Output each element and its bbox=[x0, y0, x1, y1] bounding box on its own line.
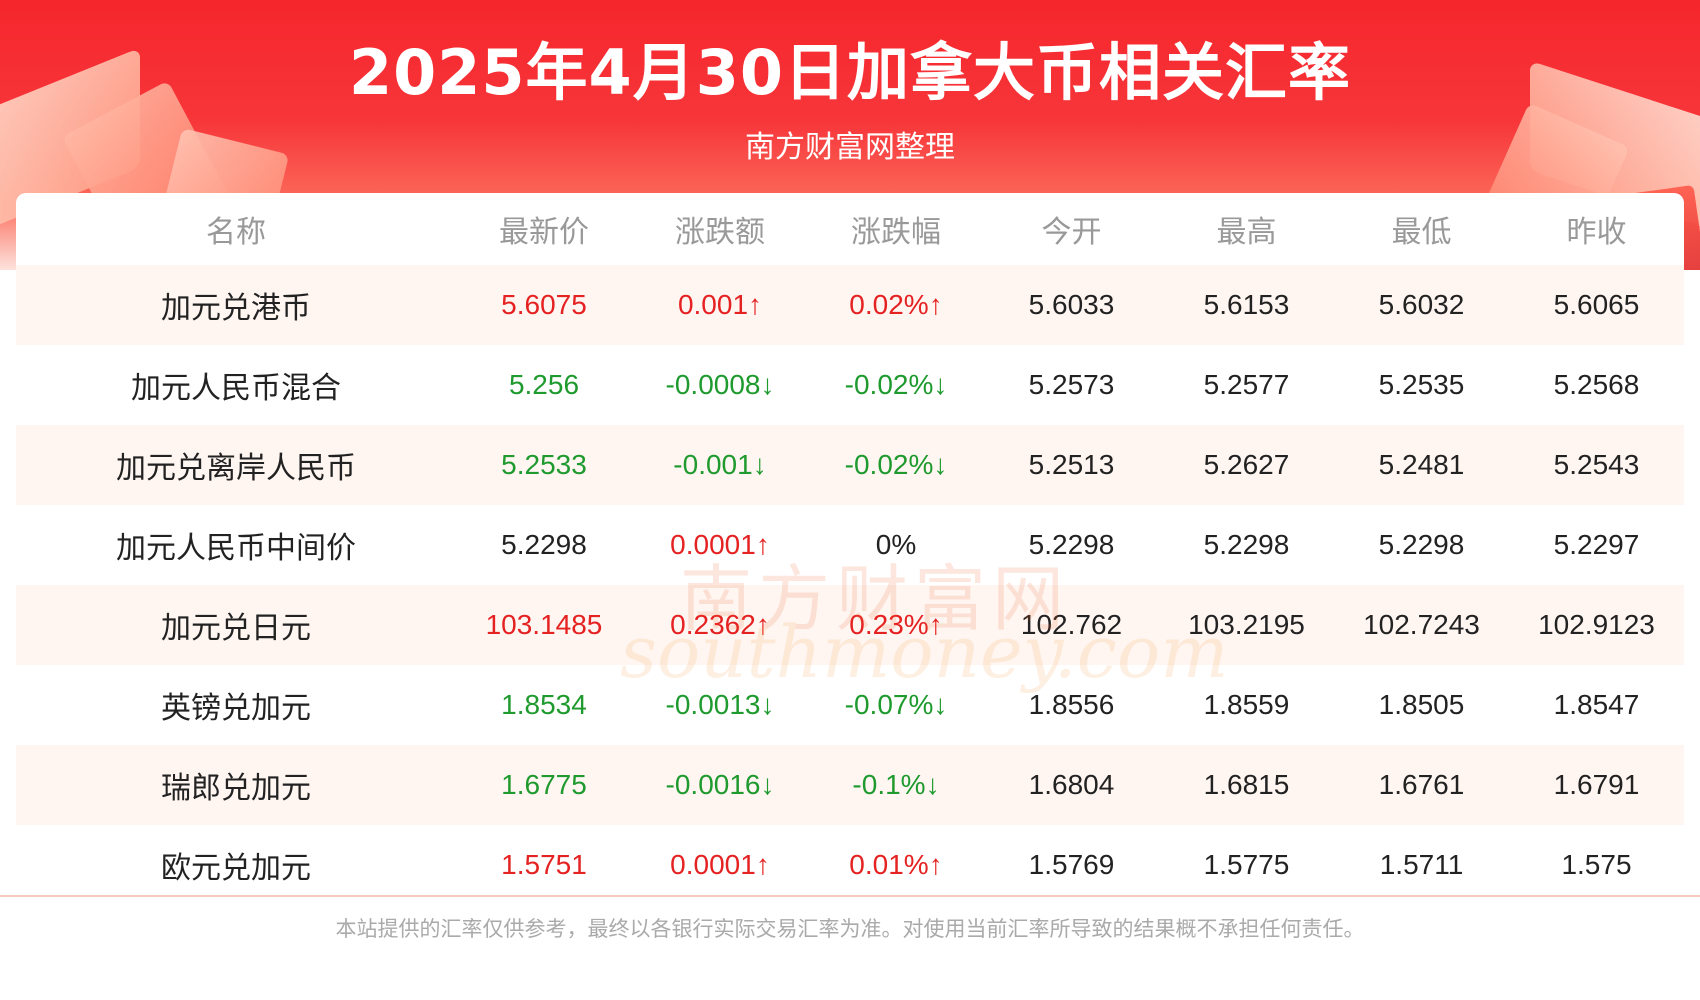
cell-high: 1.8559 bbox=[1203, 689, 1290, 720]
cell-pct: -0.02%↓ bbox=[844, 369, 948, 400]
cell-high: 5.2298 bbox=[1203, 529, 1290, 560]
cell-latest: 103.1485 bbox=[456, 585, 632, 665]
cell-latest: 1.6775 bbox=[456, 745, 632, 825]
cell-prev: 1.6791 bbox=[1509, 745, 1684, 825]
table-row: 加元兑港币 5.6075 0.001↑ 0.02%↑ 5.6033 5.6153 5.603… bbox=[16, 265, 1684, 345]
table-row: 英镑兑加元 1.8534 -0.0013↓ -0.07%↓ 1.8556 1.8559 1.… bbox=[16, 665, 1684, 745]
column-header: 最低 bbox=[1391, 215, 1452, 250]
cell-low: 102.7243 bbox=[1334, 585, 1509, 665]
table-row: 瑞郎兑加元 1.6775 -0.0016↓ -0.1%↓ 1.6804 1.6815 1.6… bbox=[16, 745, 1684, 825]
cell-open: 5.2298 bbox=[1028, 529, 1115, 560]
cell-high: 103.2195 bbox=[1159, 585, 1334, 665]
page-title: 2025年4月30日加拿大币相关汇率 bbox=[349, 36, 1351, 109]
rates-table: 名称 最新价 涨跌额 涨跌幅 今开 最高 最低 昨收 加元兑港币 5.6075 0.001↑ 0.0… bbox=[16, 193, 1684, 905]
cell-pct: -0.1%↓ bbox=[808, 745, 984, 825]
cell-high: 5.2577 bbox=[1203, 369, 1290, 400]
page-subtitle: 南方财富网整理 bbox=[745, 130, 955, 165]
divider bbox=[0, 895, 1700, 897]
cell-change: 0.0001↑ bbox=[670, 849, 770, 880]
column-header: 最高 bbox=[1216, 215, 1277, 250]
cell-change: -0.001↓ bbox=[632, 425, 808, 505]
column-header: 名称 bbox=[206, 215, 266, 250]
cell-prev: 5.2568 bbox=[1553, 369, 1640, 400]
cell-change: -0.0013↓ bbox=[665, 689, 775, 720]
cell-low: 1.8505 bbox=[1378, 689, 1465, 720]
column-header: 涨跌幅 bbox=[851, 215, 941, 250]
cell-open: 1.6804 bbox=[984, 745, 1159, 825]
table-row: 加元兑日元 103.1485 0.2362↑ 0.23%↑ 102.762 103.219… bbox=[16, 585, 1684, 665]
cell-pct: 0% bbox=[875, 529, 917, 560]
cell-latest: 5.256 bbox=[508, 369, 580, 400]
table-row: 加元兑离岸人民币 5.2533 -0.001↓ -0.02%↓ 5.2513 5.2627… bbox=[16, 425, 1684, 505]
cell-pct: 0.01%↑ bbox=[849, 849, 943, 880]
cell-pct: 0.02%↑ bbox=[808, 265, 984, 345]
cell-latest: 5.2533 bbox=[456, 425, 632, 505]
cell-low: 1.5711 bbox=[1379, 849, 1464, 880]
cell-latest: 1.8534 bbox=[501, 689, 587, 720]
cell-prev: 5.2297 bbox=[1553, 529, 1640, 560]
cell-high: 5.2627 bbox=[1159, 425, 1334, 505]
cell-change: 0.0001↑ bbox=[670, 529, 770, 560]
cell-name: 欧元兑加元 bbox=[161, 851, 311, 886]
cell-low: 1.6761 bbox=[1334, 745, 1509, 825]
cell-change: 0.001↑ bbox=[632, 265, 808, 345]
cell-open: 1.5769 bbox=[1028, 849, 1115, 880]
cell-pct: -0.07%↓ bbox=[844, 689, 948, 720]
table-body: 加元兑港币 5.6075 0.001↑ 0.02%↑ 5.6033 5.6153 5.603… bbox=[16, 265, 1684, 905]
cell-open: 5.6033 bbox=[984, 265, 1159, 345]
cell-high: 1.5775 bbox=[1203, 849, 1290, 880]
cell-prev: 1.8547 bbox=[1553, 689, 1640, 720]
cell-open: 102.762 bbox=[984, 585, 1159, 665]
cell-prev: 102.9123 bbox=[1509, 585, 1684, 665]
cell-name: 加元兑日元 bbox=[16, 585, 456, 665]
cell-low: 5.2535 bbox=[1378, 369, 1465, 400]
rates-card: 名称 最新价 涨跌额 涨跌幅 今开 最高 最低 昨收 加元兑港币 5.6075 0.001↑ 0.0… bbox=[16, 193, 1684, 893]
cell-high: 5.6153 bbox=[1159, 265, 1334, 345]
cell-name: 加元兑离岸人民币 bbox=[16, 425, 456, 505]
cell-latest: 5.6075 bbox=[456, 265, 632, 345]
cell-open: 5.2513 bbox=[984, 425, 1159, 505]
cell-low: 5.2481 bbox=[1334, 425, 1509, 505]
cell-prev: 5.6065 bbox=[1509, 265, 1684, 345]
cell-change: 0.2362↑ bbox=[632, 585, 808, 665]
cell-change: -0.0016↓ bbox=[632, 745, 808, 825]
cell-high: 1.6815 bbox=[1159, 745, 1334, 825]
cell-name: 加元人民币中间价 bbox=[116, 531, 356, 566]
cell-change: -0.0008↓ bbox=[665, 369, 775, 400]
cell-prev: 5.2543 bbox=[1509, 425, 1684, 505]
cell-latest: 1.5751 bbox=[501, 849, 587, 880]
cell-pct: 0.23%↑ bbox=[808, 585, 984, 665]
cell-open: 5.2573 bbox=[1028, 369, 1115, 400]
cell-name: 英镑兑加元 bbox=[161, 691, 311, 726]
table-header-row: 名称 最新价 涨跌额 涨跌幅 今开 最高 最低 昨收 bbox=[16, 193, 1684, 265]
column-header: 昨收 bbox=[1566, 215, 1627, 250]
table-row: 欧元兑加元 1.5751 0.0001↑ 0.01%↑ 1.5769 1.5775 1.57… bbox=[16, 825, 1684, 905]
column-header: 今开 bbox=[1041, 215, 1102, 250]
column-header: 涨跌额 bbox=[675, 215, 765, 250]
table-row: 加元人民币混合 5.256 -0.0008↓ -0.02%↓ 5.2573 5.2577 5… bbox=[16, 345, 1684, 425]
cell-name: 瑞郎兑加元 bbox=[16, 745, 456, 825]
column-header: 最新价 bbox=[499, 215, 589, 250]
table-row: 加元人民币中间价 5.2298 0.0001↑ 0% 5.2298 5.2298 5.229… bbox=[16, 505, 1684, 585]
cell-open: 1.8556 bbox=[1028, 689, 1115, 720]
cell-name: 加元人民币混合 bbox=[131, 371, 341, 406]
cell-name: 加元兑港币 bbox=[16, 265, 456, 345]
cell-prev: 1.575 bbox=[1561, 849, 1632, 880]
cell-pct: -0.02%↓ bbox=[808, 425, 984, 505]
cell-low: 5.6032 bbox=[1334, 265, 1509, 345]
footer-disclaimer: 本站提供的汇率仅供参考，最终以各银行实际交易汇率为准。对使用当前汇率所导致的结果… bbox=[335, 917, 1365, 941]
cell-latest: 5.2298 bbox=[501, 529, 587, 560]
cell-low: 5.2298 bbox=[1378, 529, 1465, 560]
